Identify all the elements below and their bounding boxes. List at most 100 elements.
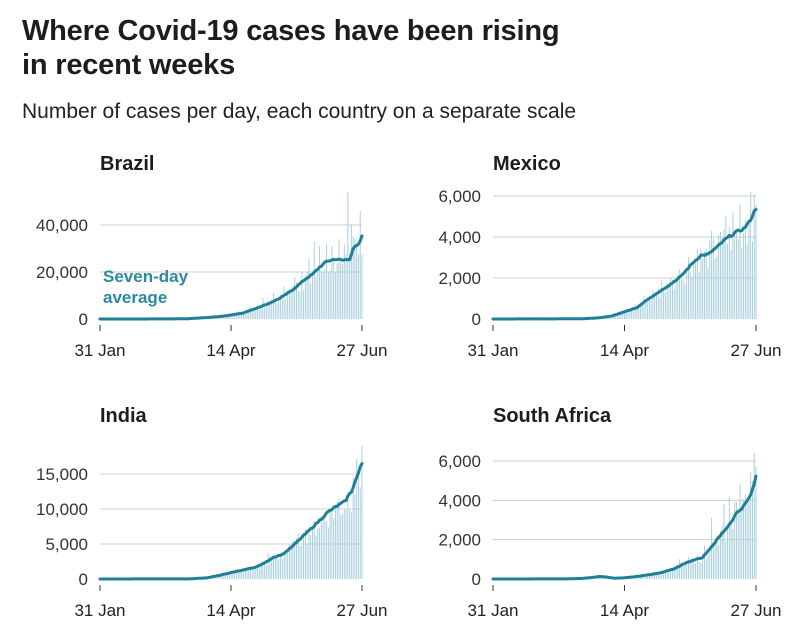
daily-cases-bar xyxy=(345,254,347,319)
daily-cases-bar xyxy=(285,551,287,579)
daily-cases-bar xyxy=(654,573,656,579)
daily-cases-bar xyxy=(723,229,725,319)
daily-cases-bar xyxy=(666,283,668,319)
daily-cases-bar xyxy=(716,535,718,579)
daily-cases-bar xyxy=(702,554,704,579)
x-tick-label: 31 Jan xyxy=(467,601,518,620)
daily-cases-bar xyxy=(744,220,746,319)
daily-cases-bar xyxy=(218,575,220,579)
daily-cases-bar xyxy=(331,246,333,319)
daily-cases-bar xyxy=(677,275,679,319)
daily-cases-bar xyxy=(278,558,280,579)
daily-cases-bar xyxy=(657,573,659,579)
chart-title: Where Covid-19 cases have been rising in… xyxy=(22,14,560,82)
daily-cases-bar xyxy=(638,304,640,319)
daily-cases-bar xyxy=(616,315,618,319)
daily-cases-bar xyxy=(226,315,228,319)
daily-cases-bar xyxy=(737,239,739,319)
daily-cases-bar xyxy=(718,544,720,579)
daily-cases-bar xyxy=(624,310,625,319)
daily-cases-bar xyxy=(271,559,273,579)
daily-cases-bar xyxy=(359,210,361,319)
chart-panel-brazil: Brazil 0 20,000 40,000 31 Jan 14 Apr 27 Jun Sev… xyxy=(36,153,388,360)
daily-cases-bar xyxy=(338,239,340,319)
daily-cases-bar xyxy=(343,243,345,319)
daily-cases-bar xyxy=(326,521,328,579)
daily-cases-bar xyxy=(319,246,321,319)
daily-cases-bar xyxy=(216,576,218,579)
daily-cases-bar xyxy=(357,470,359,579)
daily-cases-bar xyxy=(313,241,315,319)
daily-cases-bar xyxy=(322,272,324,319)
daily-cases-bar xyxy=(267,552,269,579)
daily-cases-bar xyxy=(246,312,248,319)
daily-cases-bar xyxy=(687,557,689,579)
daily-cases-bar xyxy=(324,516,326,579)
daily-cases-bar xyxy=(743,233,745,319)
seven-day-average-line xyxy=(491,208,758,321)
annotation-average: average xyxy=(103,288,167,307)
daily-cases-bar xyxy=(315,535,317,579)
daily-cases-bar xyxy=(696,249,698,319)
daily-cases-bar xyxy=(326,243,328,319)
seven-day-average-line xyxy=(98,462,364,581)
x-tick-label: 14 Apr xyxy=(206,601,255,620)
daily-cases-bar xyxy=(219,576,221,579)
daily-cases-bar xyxy=(634,304,636,319)
daily-cases-bar xyxy=(719,232,721,319)
daily-cases-bar xyxy=(652,290,654,319)
daily-cases-bar xyxy=(354,239,356,319)
daily-cases-bar xyxy=(347,495,349,579)
daily-cases-bar xyxy=(728,227,730,319)
daily-cases-bar xyxy=(714,542,716,579)
daily-cases-bar xyxy=(239,570,241,579)
daily-cases-bar xyxy=(303,532,305,579)
daily-cases-bar xyxy=(340,514,342,579)
daily-cases-bar xyxy=(652,573,654,579)
daily-cases-bar xyxy=(248,312,250,319)
daily-cases-bar xyxy=(329,270,331,319)
daily-cases-bar xyxy=(640,304,641,319)
daily-cases-bar xyxy=(274,301,276,319)
daily-cases-bar xyxy=(285,298,287,319)
daily-cases-bar xyxy=(237,569,239,579)
daily-cases-bar xyxy=(336,263,338,319)
daily-cases-bar xyxy=(725,541,727,579)
daily-cases-bar xyxy=(750,191,752,319)
daily-cases-bar xyxy=(292,540,294,579)
daily-cases-bar xyxy=(751,481,753,579)
daily-cases-bar xyxy=(258,563,260,579)
daily-cases-bar xyxy=(695,263,697,319)
daily-cases-bar xyxy=(655,294,657,319)
daily-cases-bar xyxy=(232,573,234,579)
daily-cases-bar xyxy=(641,304,643,319)
chart-panel-mexico: Mexico 0 2,000 4,000 6,000 31 Jan 14 Apr 27 Jun xyxy=(438,153,781,360)
daily-cases-bar xyxy=(253,568,255,579)
daily-cases-bar xyxy=(294,276,296,319)
daily-cases-bar xyxy=(689,559,691,579)
x-tick-label: 14 Apr xyxy=(600,601,649,620)
daily-cases-bar xyxy=(317,528,319,579)
daily-cases-bar xyxy=(721,237,723,319)
daily-cases-bar xyxy=(306,272,308,319)
daily-cases-bar xyxy=(319,527,321,579)
daily-cases-bar xyxy=(283,286,285,319)
daily-cases-bar xyxy=(712,238,714,319)
daily-cases-bar xyxy=(643,576,645,579)
daily-cases-bar xyxy=(352,477,354,579)
daily-cases-bar xyxy=(714,259,716,319)
daily-cases-bar xyxy=(234,313,236,319)
daily-cases-bar xyxy=(345,510,347,579)
daily-cases-bar xyxy=(684,283,686,319)
daily-cases-bar xyxy=(242,314,244,319)
daily-cases-bar xyxy=(331,511,333,579)
y-tick-label: 4,000 xyxy=(438,228,481,247)
daily-cases-bar xyxy=(255,309,257,319)
daily-cases-bar xyxy=(613,316,615,319)
daily-cases-bar xyxy=(242,569,244,579)
daily-cases-bar xyxy=(280,556,282,579)
daily-cases-bar xyxy=(744,494,746,579)
daily-cases-bar xyxy=(686,272,688,319)
daily-cases-bar xyxy=(712,545,714,579)
daily-cases-bar xyxy=(329,509,331,579)
